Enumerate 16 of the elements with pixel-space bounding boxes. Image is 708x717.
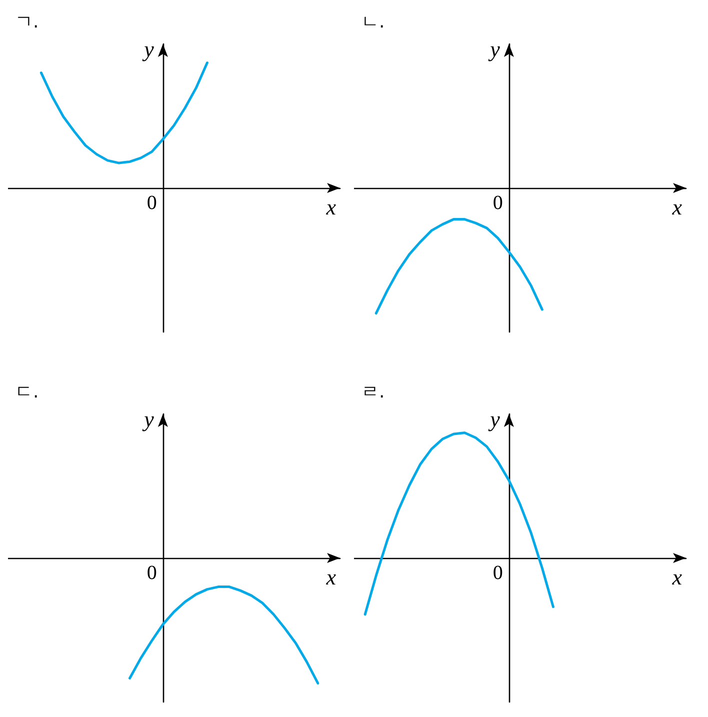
x-axis-title: x xyxy=(325,194,336,220)
annotation: 0 xyxy=(492,562,503,584)
y-axis-title: y xyxy=(488,36,500,62)
chart-title: ㄴ. xyxy=(361,12,385,32)
x-axis-title: x xyxy=(325,564,336,590)
chart-title: ㄹ. xyxy=(361,382,385,402)
x-axis-title: x xyxy=(671,194,682,220)
y-axis-title: y xyxy=(142,36,154,62)
y-axis-title: y xyxy=(488,406,500,432)
text: 0 xyxy=(146,192,157,214)
annotation: 0 xyxy=(492,192,503,214)
chart-title: ㄱ. xyxy=(15,12,39,32)
chart-title: ㄷ. xyxy=(15,382,39,402)
annotation: 0 xyxy=(146,562,157,584)
x-axis-title: x xyxy=(671,564,682,590)
y-axis-title: y xyxy=(142,406,154,432)
